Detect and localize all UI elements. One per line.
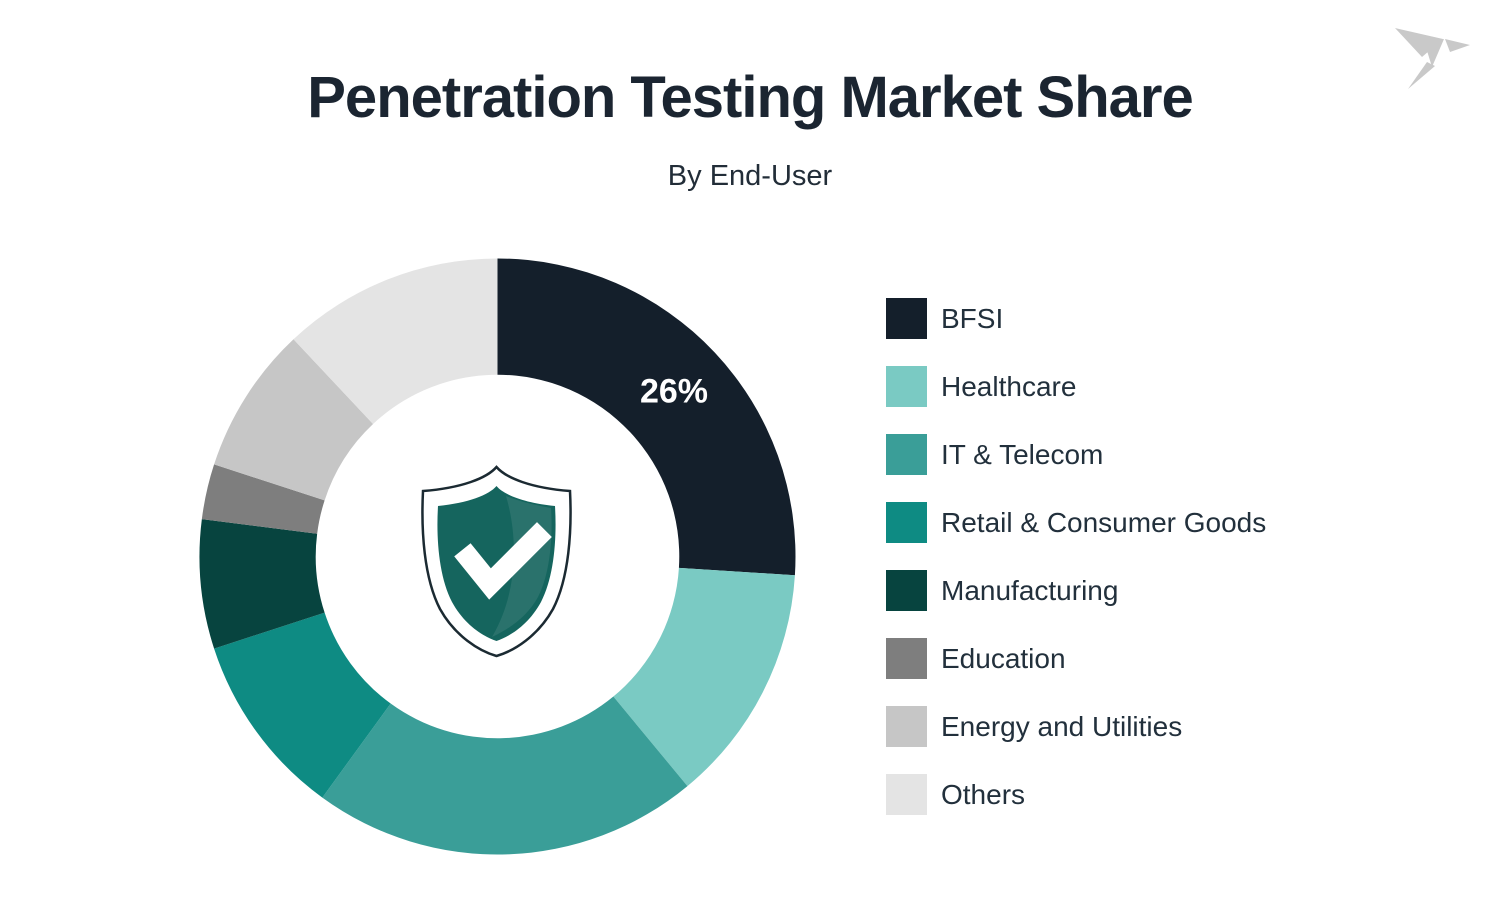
legend-swatch	[886, 298, 927, 339]
donut-segment-bfsi	[497, 258, 796, 576]
legend-label: Others	[941, 778, 1026, 810]
check-mark	[454, 522, 552, 600]
legend-label: Education	[941, 642, 1066, 674]
donut-segment-retail-consumer-goods	[214, 612, 391, 798]
legend-swatch	[886, 570, 927, 611]
bfsi-percentage-label: 26%	[639, 372, 709, 411]
legend-swatch	[886, 638, 927, 679]
legend-label: Healthcare	[941, 370, 1077, 402]
legend-swatch	[886, 434, 927, 475]
page-title: Penetration Testing Market Share	[307, 65, 1194, 130]
legend-label: Manufacturing	[941, 574, 1119, 606]
bird-tail	[1408, 62, 1435, 89]
donut-segment-energy-and-utilities	[214, 339, 374, 501]
bird-head-beak	[1445, 39, 1470, 52]
legend-swatch	[886, 706, 927, 747]
donut-rings	[199, 258, 796, 855]
legend-item: Manufacturing	[886, 570, 1266, 611]
legend-swatch	[886, 774, 927, 815]
donut-segment-education	[201, 464, 325, 534]
legend-label: IT & Telecom	[941, 438, 1104, 470]
legend-item: Healthcare	[886, 366, 1266, 407]
legend-swatch	[886, 502, 927, 543]
donut-segment-manufacturing	[199, 519, 325, 649]
legend-label: BFSI	[941, 302, 1004, 334]
legend-item: Education	[886, 638, 1266, 679]
page-subtitle: By End-User	[667, 160, 833, 192]
bird-wing-upper	[1395, 28, 1443, 57]
bird-body	[1424, 39, 1444, 67]
legend: BFSI Healthcare IT & Telecom Retail & Consu…	[886, 298, 1266, 842]
shield-check-icon	[421, 465, 572, 658]
legend-item: Others	[886, 774, 1266, 815]
origami-bird-logo	[1395, 28, 1470, 89]
donut-segment-others	[293, 258, 498, 424]
legend-item: Energy and Utilities	[886, 706, 1266, 747]
donut-segment-healthcare	[613, 567, 795, 787]
legend-item: BFSI	[886, 298, 1266, 339]
legend-label: Energy and Utilities	[941, 710, 1183, 742]
legend-label: Retail & Consumer Goods	[941, 506, 1267, 538]
legend-item: Retail & Consumer Goods	[886, 502, 1266, 543]
legend-swatch	[886, 366, 927, 407]
donut-segment-it-telecom	[322, 696, 688, 855]
donut-chart: 26%	[199, 258, 796, 855]
legend-item: IT & Telecom	[886, 434, 1266, 475]
